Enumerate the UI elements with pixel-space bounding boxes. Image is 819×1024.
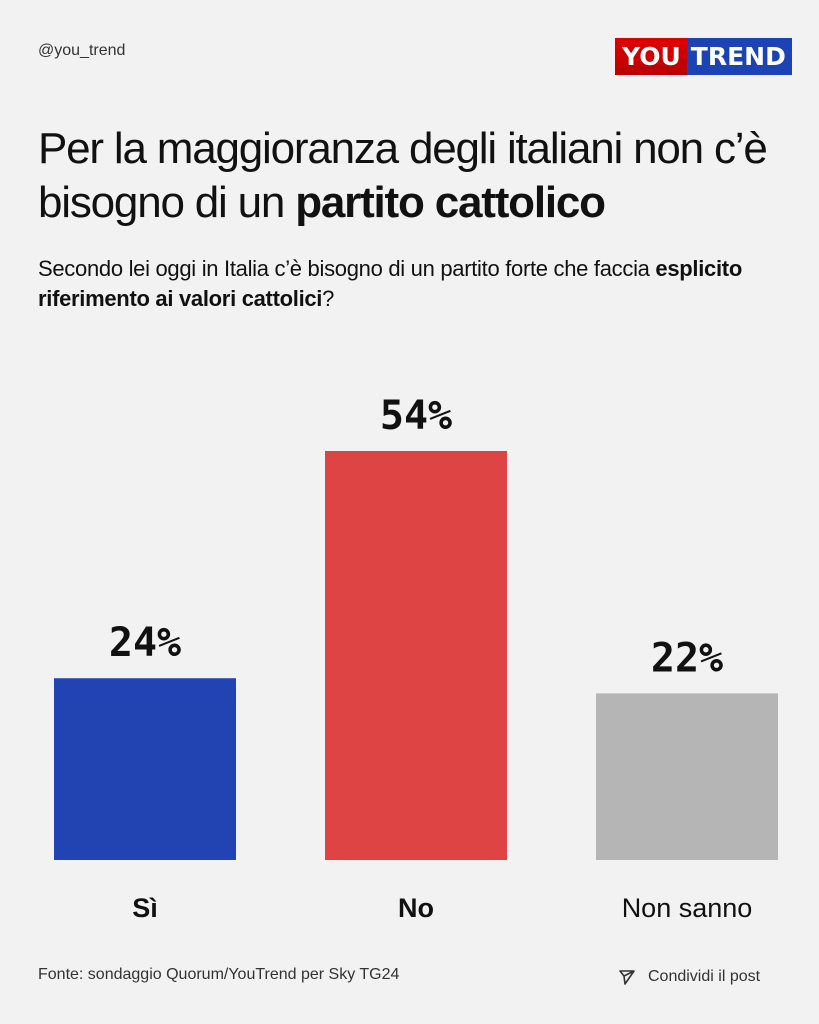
subtitle-end: ? (322, 286, 335, 311)
category-label-0: Sì (132, 893, 158, 923)
source-note: Fonte: sondaggio Quorum/YouTrend per Sky… (38, 966, 400, 983)
share-label: Condividi il post (648, 968, 761, 985)
logo-part-1: YOU (615, 38, 687, 75)
logo-part-2: TREND (686, 38, 792, 75)
share-button[interactable]: Condividi il post (618, 968, 760, 986)
bar-2 (596, 693, 778, 860)
title-bold: partito cattolico (295, 178, 606, 227)
subtitle-plain: Secondo lei oggi in Italia c’è bisogno d… (38, 256, 656, 281)
data-label-0: 24% (109, 620, 181, 666)
youtrend-logo: YOU TREND (615, 38, 792, 75)
data-label-1: 54% (380, 393, 452, 439)
send-icon (619, 970, 635, 985)
subtitle-bold: esplicito riferimento ai valori cattolic… (38, 256, 742, 311)
title-plain: Per la maggioranza degli italiani non c’… (38, 124, 768, 227)
bar-1 (325, 451, 507, 860)
bar-0 (54, 678, 236, 860)
handle: @you_trend (38, 42, 126, 59)
chart-title: Per la maggioranza degli italiani non c’… (38, 122, 798, 230)
category-label-1: No (398, 893, 434, 923)
chart-subtitle: Secondo lei oggi in Italia c’è bisogno d… (38, 254, 798, 314)
data-label-2: 22% (651, 635, 723, 681)
category-label-2: Non sanno (622, 893, 753, 923)
